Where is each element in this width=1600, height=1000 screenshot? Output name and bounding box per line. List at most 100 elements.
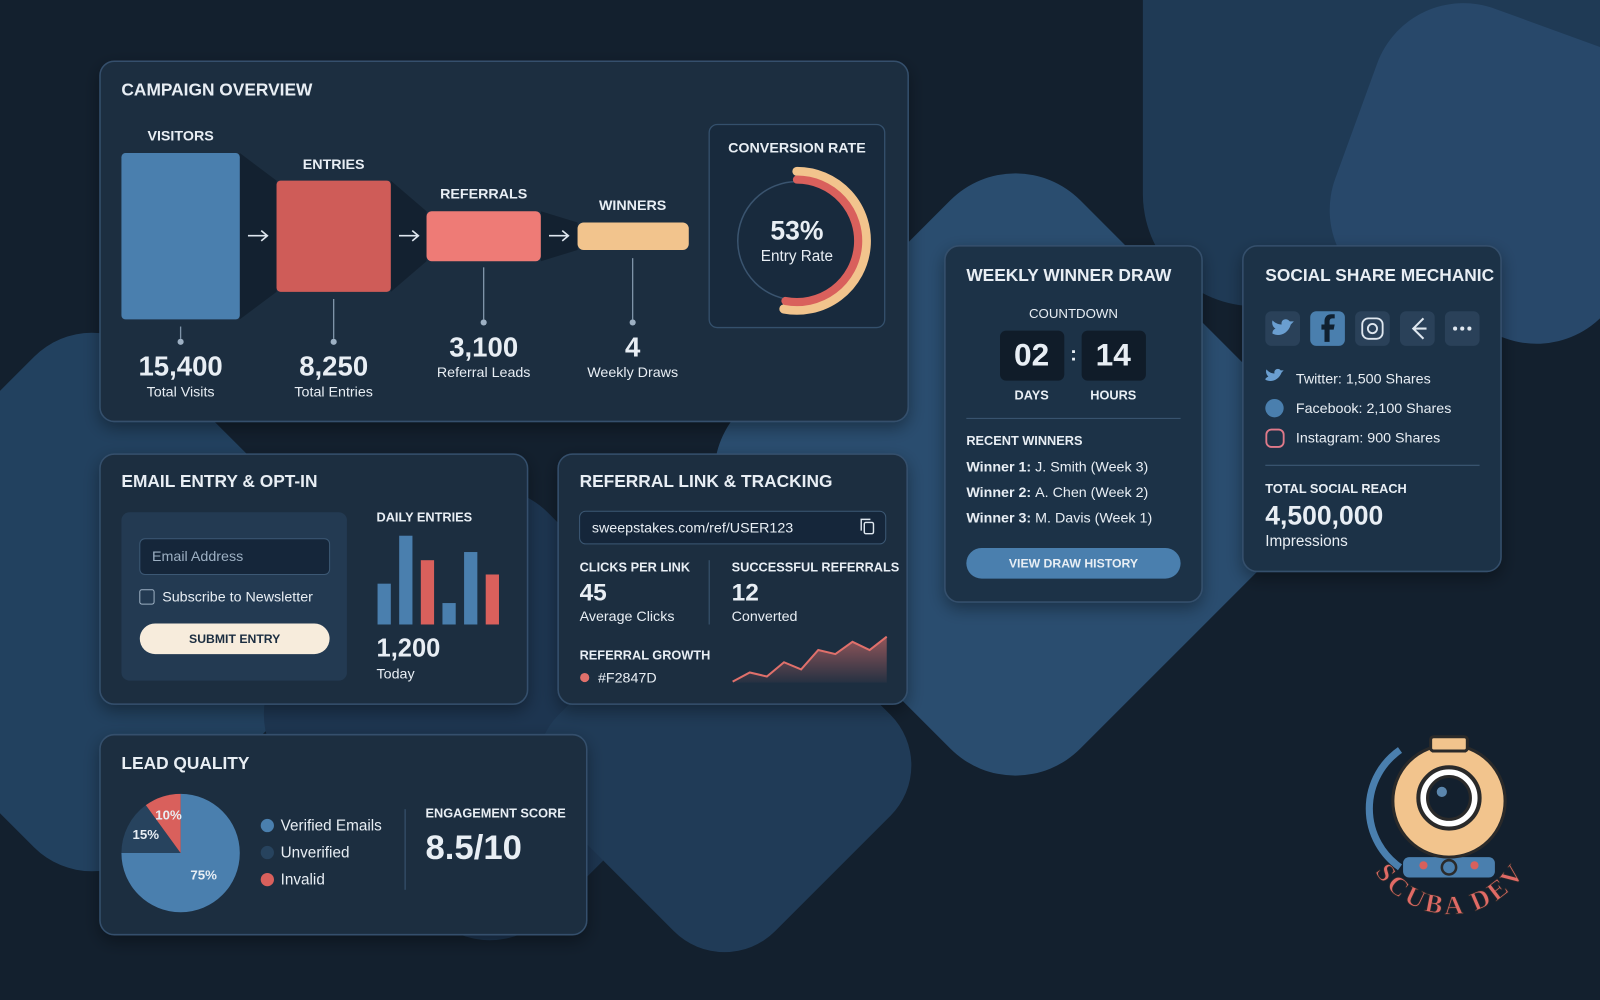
decoration (863, 521, 875, 535)
bar (442, 603, 456, 625)
button-label: SUBMIT ENTRY (189, 632, 280, 646)
arrows (247, 229, 570, 242)
decoration (732, 635, 888, 683)
newsletter-checkbox[interactable] (139, 589, 155, 605)
decoration (1366, 323, 1378, 335)
metric-value: 45 (580, 579, 607, 606)
legend-marker (260, 845, 274, 860)
metric-value: 8.5/10 (426, 829, 522, 867)
countdown-days: 02 (1014, 337, 1049, 373)
share-count: Twitter: 1,500 Shares (1296, 371, 1431, 387)
funnel-stage (577, 222, 689, 250)
leader-dots (177, 319, 636, 345)
decoration (1470, 861, 1479, 870)
winner-row: Winner 3: M. Davis (Week 1) (966, 510, 1152, 526)
pie-label: 10% (155, 807, 182, 822)
panel-title: REFERRAL LINK & TRACKING (580, 471, 833, 491)
winner-label: Winner 1: (966, 459, 1031, 475)
stage-caption: Referral Leads (437, 365, 531, 381)
share-count: Instagram: 900 Shares (1296, 431, 1440, 447)
funnel-stage (276, 180, 391, 292)
facebook-icon (1265, 398, 1284, 418)
decoration (1460, 326, 1465, 331)
funnel-stage (426, 211, 541, 262)
section-title: RECENT WINNERS (966, 433, 1082, 448)
winner-row: Winner 1: J. Smith (Week 3) (966, 459, 1148, 475)
legend-label: Unverified (281, 845, 350, 862)
panel-title: LEAD QUALITY (121, 753, 249, 773)
winner-row: Winner 2: A. Chen (Week 2) (966, 485, 1148, 501)
metric-label: CLICKS PER LINK (580, 560, 691, 575)
decoration (779, 166, 871, 315)
email-placeholder: Email Address (152, 549, 243, 565)
gauge-value: 53% (770, 216, 823, 246)
bar (399, 535, 413, 625)
decoration (1272, 319, 1294, 335)
decoration (1440, 858, 1458, 876)
history-button[interactable] (966, 547, 1181, 579)
metric-caption: Impressions (1265, 533, 1348, 550)
logo (1365, 735, 1507, 878)
stage-value: 8,250 (299, 351, 368, 382)
instagram-button[interactable] (1355, 311, 1390, 346)
decoration (377, 535, 499, 625)
chart-title: REFERRAL GROWTH (580, 647, 711, 662)
metric-caption: Converted (732, 609, 798, 625)
line (732, 635, 888, 683)
link-field[interactable] (579, 510, 887, 545)
funnel-stage (121, 153, 240, 320)
decoration (548, 229, 570, 242)
panel-title: SOCIAL SHARE MECHANIC (1265, 265, 1494, 285)
decoration (330, 338, 337, 345)
countdown-unit: DAYS (1014, 387, 1048, 402)
metric-label: SUCCESSFUL REFERRALS (732, 560, 900, 575)
checkbox-label: Subscribe to Newsletter (162, 590, 313, 606)
decoration (247, 229, 269, 242)
stage-value: 3,100 (449, 331, 518, 362)
stage-label: ENTRIES (303, 157, 365, 173)
today-caption: Today (377, 666, 416, 682)
stage-value: 4 (625, 331, 641, 362)
bar (420, 560, 435, 625)
decoration (398, 229, 420, 242)
twitter-icon (1265, 368, 1284, 381)
leader-lines (179, 258, 634, 339)
pie-slice (145, 793, 181, 854)
gauge-title: CONVERSION RATE (728, 141, 866, 157)
copy-button[interactable] (860, 518, 875, 535)
panel-title: WEEKLY WINNER DRAW (966, 265, 1172, 285)
decoration (177, 338, 184, 345)
winner-label: Winner 3: (966, 510, 1031, 526)
decoration (1429, 735, 1469, 753)
decoration (1321, 314, 1335, 342)
decoration (1365, 747, 1403, 871)
stage-value: 15,400 (138, 351, 222, 382)
funnel (121, 153, 689, 345)
instagram-icon (1265, 428, 1285, 448)
stage-caption: Weekly Draws (587, 365, 678, 381)
countdown-box (1081, 330, 1146, 381)
bar (485, 574, 499, 625)
countdown-separator: : (1070, 343, 1077, 365)
share-icons (1265, 311, 1480, 346)
legend-marker (580, 672, 590, 683)
email-input[interactable] (139, 538, 331, 575)
conversion-box (708, 123, 886, 329)
bar (377, 583, 391, 625)
stage-label: VISITORS (147, 129, 213, 145)
winner-name: A. Chen (Week 2) (1035, 485, 1148, 501)
submit-button[interactable] (139, 623, 330, 655)
referral-link: sweepstakes.com/ref/USER123 (592, 520, 793, 536)
gauge-caption: Entry Rate (761, 248, 833, 265)
legend-label: #F2847D (598, 670, 657, 686)
legend-label: Invalid (281, 872, 325, 889)
decoration (1453, 326, 1458, 331)
decoration (480, 319, 487, 326)
stage-caption: Total Entries (294, 385, 373, 401)
countdown-box (1000, 330, 1065, 381)
panel-title: CAMPAIGN OVERVIEW (121, 79, 313, 99)
pie-label: 75% (190, 868, 217, 883)
